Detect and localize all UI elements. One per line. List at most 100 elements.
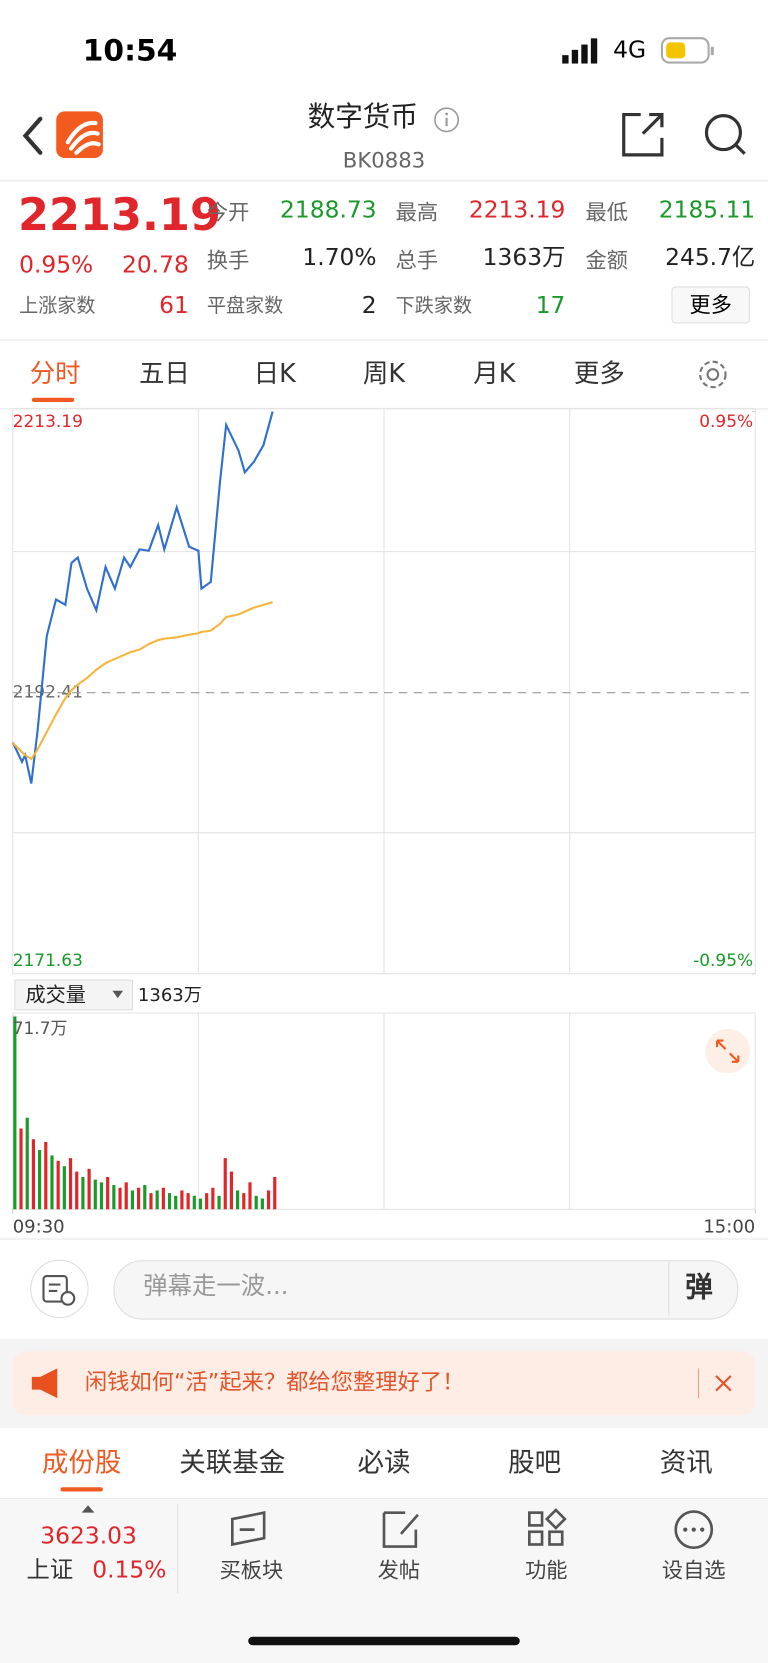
change: 20.78 (121, 252, 189, 279)
search-button[interactable] (704, 114, 746, 155)
chart-tab[interactable]: 更多 (573, 358, 625, 389)
nav-item[interactable]: 设自选 (661, 1557, 726, 1583)
change-pct: 0.95% (19, 252, 94, 279)
y-tick-label: 2171.63 (13, 951, 83, 971)
y-tick-label: 71.7万 (13, 1019, 68, 1039)
stat-label: 换手 (206, 247, 250, 273)
chart-tab[interactable]: 五日 (138, 358, 190, 389)
back-button[interactable] (22, 116, 43, 155)
banner-close[interactable] (713, 1373, 734, 1394)
nav-item[interactable]: 功能 (525, 1557, 568, 1583)
stat-label: 最高 (395, 199, 439, 225)
stat-label: 平盘家数 (206, 294, 284, 318)
volume-bar (266, 1190, 271, 1210)
volume-bar (87, 1168, 91, 1210)
chart-tab[interactable]: 月K (473, 358, 516, 389)
bottom-tab[interactable]: 资讯 (659, 1446, 713, 1478)
stat-value: 2188.73 (280, 197, 377, 224)
volume-bar (112, 1185, 116, 1210)
volume-bar (31, 1139, 36, 1210)
volume-bar (19, 1128, 23, 1210)
index-value: 3623.03 (40, 1523, 137, 1550)
bottom-tab[interactable]: 必读 (357, 1446, 411, 1478)
battery-icon (660, 37, 714, 64)
stat-label: 金额 (585, 247, 628, 273)
volume-bar (248, 1182, 252, 1210)
stat-value: 17 (535, 292, 566, 320)
settings-button[interactable] (696, 357, 730, 391)
volume-bar (242, 1193, 246, 1210)
chart-tab[interactable]: 分时 (29, 358, 81, 389)
stat-label: 下跌家数 (395, 294, 473, 318)
stat-value: 1363万 (482, 245, 566, 272)
y-tick-label: 2213.19 (13, 412, 83, 432)
y2-tick-label: 0.95% (699, 412, 753, 432)
volume-bar (99, 1182, 104, 1210)
volume-bar (161, 1187, 165, 1210)
stat-label: 上涨家数 (19, 294, 96, 318)
volume-bar (106, 1176, 110, 1210)
volume-bar (217, 1195, 221, 1210)
volume-bar (143, 1185, 147, 1210)
volume-bar (56, 1160, 60, 1210)
comment-input[interactable] (113, 1260, 739, 1320)
x-tick-label: 09:30 (13, 1216, 65, 1237)
status-time: 10:54 (82, 32, 178, 68)
index-name: 上证 (26, 1557, 74, 1584)
header-actions (622, 112, 746, 157)
status-network: 4G (613, 37, 647, 64)
expand-button[interactable] (705, 1028, 750, 1074)
nav-item[interactable]: 发帖 (377, 1557, 421, 1583)
volume-bar (38, 1150, 42, 1210)
volume-bar (75, 1171, 79, 1210)
stat-value: 61 (159, 292, 189, 320)
comment-icon[interactable] (28, 1258, 92, 1322)
stat-label: 最低 (585, 199, 628, 225)
chart-tab[interactable]: 日K (253, 358, 296, 389)
share-button[interactable] (622, 112, 664, 157)
price-line (11, 411, 274, 784)
info-icon[interactable] (433, 106, 463, 136)
volume-bar (229, 1171, 234, 1210)
volume-bar (174, 1195, 178, 1210)
stat-value: 245.7亿 (665, 245, 756, 272)
volume-bar (192, 1195, 196, 1210)
header-icons (22, 111, 103, 159)
tab-indicator (31, 397, 75, 403)
volume-bar (254, 1195, 258, 1210)
nav-item[interactable]: 买板块 (219, 1557, 284, 1583)
volume-bar (205, 1193, 209, 1210)
volume-bar (62, 1166, 66, 1210)
bottom-tab[interactable]: 关联基金 (179, 1446, 286, 1478)
nav-icons (230, 1508, 714, 1549)
volume-bar (93, 1179, 97, 1210)
volume-bar (50, 1155, 54, 1210)
volume-bar (273, 1176, 277, 1210)
bottom-tab[interactable]: 成份股 (41, 1446, 122, 1478)
danmaku-button[interactable]: 弹 (685, 1271, 713, 1304)
page-title: 数字货币 (307, 101, 418, 134)
volume-bar (155, 1190, 159, 1210)
x-tick-label: 15:00 (703, 1216, 755, 1237)
volume-total: 1363万 (138, 985, 202, 1006)
volume-bar (167, 1193, 172, 1210)
page-code: BK0883 (342, 147, 426, 173)
volume-bar (180, 1190, 184, 1210)
volume-bar (13, 1016, 17, 1210)
volume-bar (186, 1193, 190, 1210)
more-button[interactable]: 更多 (671, 286, 750, 324)
bottom-tab[interactable]: 股吧 (508, 1446, 562, 1478)
chart-tab[interactable]: 周K (362, 358, 406, 389)
banner[interactable] (12, 1351, 756, 1416)
volume-bar (149, 1193, 153, 1210)
volume-bar (130, 1190, 135, 1210)
signal-icon (562, 38, 598, 64)
volume-bar (137, 1187, 141, 1210)
volume-bar (223, 1158, 227, 1210)
volume-selector[interactable] (14, 979, 134, 1011)
volume-bar (118, 1187, 122, 1210)
volume-bar (198, 1198, 203, 1210)
stat-label: 总手 (395, 247, 439, 273)
y2-tick-label: -0.95% (693, 951, 753, 971)
price: 2213.19 (18, 188, 221, 241)
